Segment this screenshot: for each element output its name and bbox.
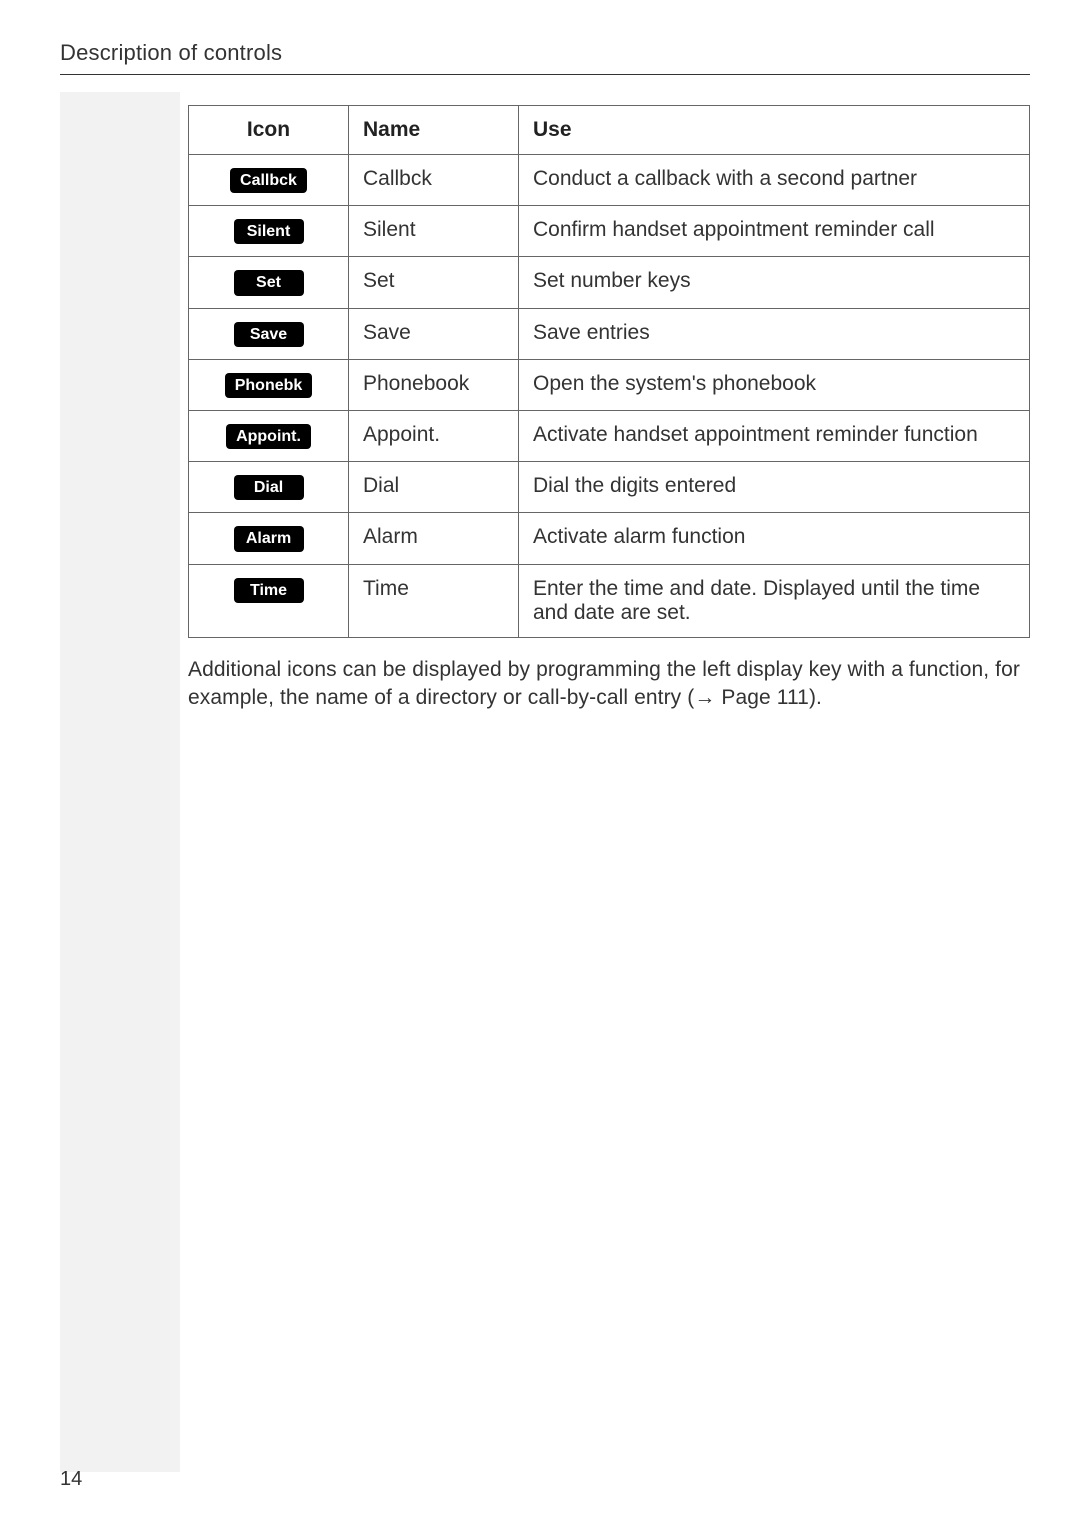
table-row: Appoint. Appoint. Activate handset appoi… [189, 410, 1030, 461]
page-container: Description of controls Icon Name Use Ca… [0, 0, 1080, 1529]
section-title: Description of controls [60, 40, 1030, 66]
icon-badge-appoint: Appoint. [226, 424, 311, 449]
table-row: Save Save Save entries [189, 308, 1030, 359]
cell-icon: Callbck [189, 155, 349, 206]
cell-icon: Set [189, 257, 349, 308]
cell-icon: Silent [189, 206, 349, 257]
footnote: Additional icons can be displayed by pro… [188, 656, 1030, 713]
table-row: Phonebk Phonebook Open the system's phon… [189, 359, 1030, 410]
cell-name: Silent [349, 206, 519, 257]
cell-use: Save entries [519, 308, 1030, 359]
footnote-page-ref: Page 111). [715, 686, 822, 709]
cell-name: Save [349, 308, 519, 359]
icon-badge-alarm: Alarm [234, 526, 304, 551]
arrow-right-icon: → [694, 684, 715, 712]
icon-badge-time: Time [234, 578, 304, 603]
header-icon: Icon [189, 106, 349, 155]
table-row: Set Set Set number keys [189, 257, 1030, 308]
cell-name: Callbck [349, 155, 519, 206]
page-number: 14 [60, 1468, 82, 1491]
icon-badge-callbck: Callbck [230, 168, 307, 193]
icon-badge-silent: Silent [234, 219, 304, 244]
table-row: Alarm Alarm Activate alarm function [189, 513, 1030, 564]
cell-icon: Dial [189, 462, 349, 513]
title-rule [60, 74, 1030, 75]
cell-icon: Save [189, 308, 349, 359]
cell-name: Dial [349, 462, 519, 513]
cell-use: Activate handset appointment reminder fu… [519, 410, 1030, 461]
cell-name: Set [349, 257, 519, 308]
cell-name: Appoint. [349, 410, 519, 461]
cell-use: Dial the digits entered [519, 462, 1030, 513]
cell-icon: Alarm [189, 513, 349, 564]
icon-badge-save: Save [234, 322, 304, 347]
table-header-row: Icon Name Use [189, 106, 1030, 155]
header-use: Use [519, 106, 1030, 155]
cell-name: Phonebook [349, 359, 519, 410]
icon-badge-phonebk: Phonebk [225, 373, 313, 398]
cell-use: Conduct a callback with a second partner [519, 155, 1030, 206]
cell-use: Enter the time and date. Displayed until… [519, 564, 1030, 637]
cell-icon: Phonebk [189, 359, 349, 410]
left-sidebar [60, 92, 180, 1472]
cell-use: Activate alarm function [519, 513, 1030, 564]
content-area: Icon Name Use Callbck Callbck Conduct a … [188, 105, 1030, 712]
icon-badge-set: Set [234, 270, 304, 295]
table-row: Dial Dial Dial the digits entered [189, 462, 1030, 513]
controls-table: Icon Name Use Callbck Callbck Conduct a … [188, 105, 1030, 638]
footnote-text-before: Additional icons can be displayed by pro… [188, 658, 1020, 709]
icon-badge-dial: Dial [234, 475, 304, 500]
cell-name: Alarm [349, 513, 519, 564]
cell-use: Set number keys [519, 257, 1030, 308]
cell-name: Time [349, 564, 519, 637]
cell-icon: Time [189, 564, 349, 637]
cell-use: Open the system's phonebook [519, 359, 1030, 410]
table-row: Callbck Callbck Conduct a callback with … [189, 155, 1030, 206]
header-name: Name [349, 106, 519, 155]
cell-use: Confirm handset appointment reminder cal… [519, 206, 1030, 257]
table-row: Time Time Enter the time and date. Displ… [189, 564, 1030, 637]
cell-icon: Appoint. [189, 410, 349, 461]
table-row: Silent Silent Confirm handset appointmen… [189, 206, 1030, 257]
